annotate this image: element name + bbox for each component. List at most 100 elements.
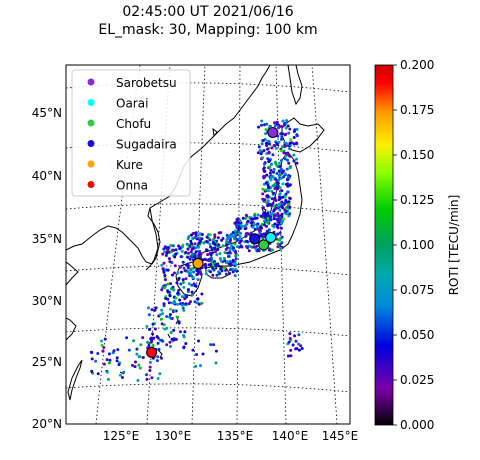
roti-point bbox=[167, 257, 171, 261]
roti-point bbox=[286, 175, 290, 179]
roti-point bbox=[147, 344, 151, 348]
roti-point bbox=[267, 139, 271, 143]
roti-point bbox=[187, 235, 191, 239]
roti-point bbox=[288, 337, 292, 340]
roti-point bbox=[269, 176, 273, 179]
roti-point bbox=[260, 226, 263, 230]
legend-label: Onna bbox=[116, 179, 148, 193]
roti-point bbox=[206, 253, 210, 257]
roti-point bbox=[282, 151, 286, 155]
roti-point bbox=[157, 348, 161, 351]
roti-point bbox=[234, 220, 238, 224]
roti-point bbox=[268, 171, 272, 175]
roti-point bbox=[277, 169, 281, 173]
roti-point bbox=[266, 216, 270, 220]
legend-label: Sugadaira bbox=[116, 138, 177, 152]
roti-point bbox=[287, 202, 290, 206]
roti-point bbox=[231, 267, 235, 271]
roti-point bbox=[139, 343, 143, 347]
roti-point bbox=[182, 285, 186, 289]
roti-point bbox=[256, 222, 260, 226]
roti-point bbox=[116, 348, 120, 352]
roti-point bbox=[197, 252, 201, 255]
roti-point bbox=[251, 217, 254, 221]
roti-point bbox=[135, 347, 139, 351]
roti-point bbox=[162, 271, 166, 274]
roti-point bbox=[267, 142, 271, 146]
roti-point bbox=[161, 285, 165, 289]
roti-point bbox=[257, 145, 261, 149]
roti-point bbox=[188, 244, 192, 248]
colorbar-tick-label: 0.200 bbox=[400, 58, 434, 72]
roti-point bbox=[256, 151, 260, 155]
roti-point bbox=[285, 142, 289, 145]
roti-point bbox=[211, 267, 215, 270]
roti-point bbox=[283, 194, 287, 198]
roti-point bbox=[162, 302, 166, 306]
roti-point bbox=[271, 153, 275, 157]
colorbar-tick-label: 0.175 bbox=[400, 103, 434, 117]
roti-point bbox=[278, 208, 282, 212]
roti-point bbox=[207, 233, 210, 236]
roti-point bbox=[284, 132, 288, 136]
roti-point bbox=[238, 235, 242, 239]
roti-point bbox=[260, 142, 264, 146]
legend-label: Sarobetsu bbox=[116, 76, 177, 90]
roti-point bbox=[182, 345, 186, 349]
roti-point bbox=[260, 150, 264, 154]
roti-point bbox=[274, 146, 278, 150]
roti-point bbox=[228, 251, 232, 255]
roti-point bbox=[260, 123, 263, 127]
roti-point bbox=[265, 173, 269, 177]
roti-point bbox=[204, 266, 208, 270]
roti-point bbox=[171, 248, 175, 252]
roti-point bbox=[273, 187, 277, 191]
roti-point bbox=[247, 249, 251, 253]
roti-point bbox=[284, 126, 288, 130]
roti-point bbox=[174, 296, 178, 300]
roti-point bbox=[289, 354, 293, 358]
roti-point bbox=[190, 242, 193, 246]
roti-point bbox=[149, 340, 153, 344]
roti-point bbox=[289, 348, 293, 352]
roti-point bbox=[225, 243, 229, 247]
roti-point bbox=[280, 212, 284, 216]
roti-point bbox=[227, 255, 231, 258]
roti-point bbox=[281, 182, 285, 186]
roti-point bbox=[276, 242, 280, 246]
roti-point bbox=[163, 278, 167, 282]
roti-point bbox=[287, 214, 291, 218]
roti-point bbox=[226, 251, 230, 255]
roti-point bbox=[277, 140, 281, 144]
roti-point bbox=[199, 272, 203, 276]
roti-point bbox=[249, 221, 253, 225]
map-subtitle: EL_mask: 30, Mapping: 100 km bbox=[98, 22, 318, 38]
colorbar-tick-label: 0.125 bbox=[400, 193, 434, 207]
x-tick-label: 135°E bbox=[217, 429, 254, 443]
roti-point bbox=[193, 284, 197, 288]
roti-point bbox=[272, 225, 276, 229]
roti-point bbox=[236, 245, 239, 249]
roti-point bbox=[102, 346, 106, 349]
roti-point bbox=[177, 244, 181, 248]
roti-point bbox=[269, 215, 272, 219]
roti-point bbox=[280, 241, 284, 245]
roti-point bbox=[136, 379, 140, 382]
roti-point bbox=[172, 301, 176, 304]
roti-point bbox=[174, 248, 178, 252]
roti-point bbox=[271, 248, 274, 252]
y-tick-label: 30°N bbox=[32, 294, 62, 308]
roti-point bbox=[181, 306, 185, 310]
roti-point bbox=[176, 302, 180, 306]
roti-point bbox=[105, 358, 109, 362]
roti-point bbox=[200, 301, 204, 305]
colorbar-tick-label: 0.025 bbox=[400, 373, 434, 387]
roti-point bbox=[222, 267, 226, 271]
roti-point bbox=[288, 197, 292, 200]
roti-point bbox=[169, 282, 172, 286]
roti-point bbox=[261, 206, 265, 210]
roti-point bbox=[211, 273, 215, 277]
roti-point bbox=[148, 369, 152, 372]
roti-point bbox=[183, 330, 187, 334]
roti-point bbox=[200, 292, 204, 296]
